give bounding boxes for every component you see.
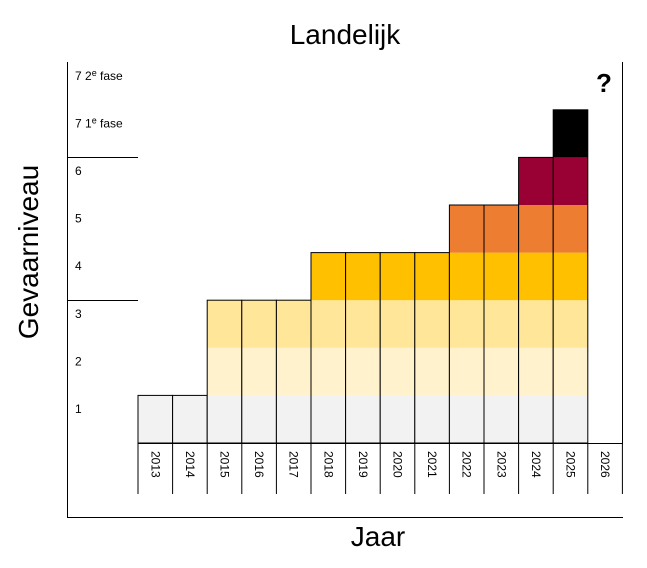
heat-cell: [311, 300, 346, 348]
heat-cell: [449, 395, 484, 443]
heat-cell: [345, 347, 381, 396]
heat-cell: [241, 300, 277, 348]
heat-cell: [414, 300, 450, 348]
level-label: 4: [75, 259, 82, 273]
level-label: 5: [75, 212, 82, 226]
heat-cell: [380, 395, 415, 443]
question-mark-annotation: ?: [596, 68, 612, 98]
year-tick-label: 2021: [425, 451, 439, 478]
year-tick-label: 2019: [356, 451, 370, 478]
heat-cell: [311, 347, 346, 396]
heat-cell: [518, 205, 554, 253]
heat-cell: [553, 300, 588, 348]
heat-cell: [553, 347, 588, 396]
year-tick-label: 2020: [391, 451, 405, 478]
year-tick-label: 2016: [252, 451, 266, 478]
heat-cell: [276, 347, 311, 396]
heat-cell: [380, 252, 415, 301]
heat-cell: [553, 109, 588, 158]
level-label: 2: [75, 354, 82, 368]
heat-cell: [345, 252, 381, 301]
level-label: 7 2e fase: [75, 68, 123, 83]
chart-title: Landelijk: [290, 19, 402, 50]
heat-cell: [449, 252, 484, 301]
year-tick-label: 2013: [148, 451, 162, 478]
heat-cell: [207, 347, 242, 396]
year-tick-label: 2024: [529, 451, 543, 478]
heat-cell: [518, 347, 554, 396]
year-tick-label: 2018: [321, 451, 335, 478]
heat-cell: [484, 347, 519, 396]
heat-cell: [345, 395, 381, 443]
year-tick-label: 2015: [218, 451, 232, 478]
heat-cell: [241, 395, 277, 443]
y-axis-title: Gevaarniveau: [13, 165, 44, 339]
heat-cell: [207, 395, 242, 443]
heat-cell: [241, 347, 277, 396]
year-labels-layer: 2013 2014 2015 2016 2017 2018 2019 2020 2021 2022…: [137, 443, 623, 494]
heat-cell: [484, 300, 519, 348]
year-tick-label: 2023: [494, 451, 508, 478]
level-label: 6: [75, 164, 82, 178]
heat-cell: [276, 395, 311, 443]
heat-cell: [449, 300, 484, 348]
heat-cell: [484, 205, 519, 253]
year-tick-label: 2026: [598, 451, 612, 478]
year-tick-label: 2017: [287, 451, 301, 478]
level-label: 7 1e fase: [75, 115, 123, 130]
heat-cell: [484, 252, 519, 301]
heat-cell: [311, 252, 346, 301]
heat-cell: [276, 300, 311, 348]
heat-cell: [345, 300, 381, 348]
x-axis-title: Jaar: [351, 521, 405, 552]
heat-cell: [138, 395, 173, 443]
heat-cell: [449, 205, 484, 253]
heat-cell: [207, 300, 242, 348]
heat-cell: [484, 395, 519, 443]
heat-cell: [414, 252, 450, 301]
level-label: 1: [75, 402, 82, 416]
cells-layer: [137, 109, 589, 444]
heat-cell: [518, 157, 554, 205]
year-tick-label: 2025: [564, 451, 578, 478]
heat-cell: [553, 395, 588, 443]
year-tick-label: 2022: [460, 451, 474, 478]
level-label: 3: [75, 307, 82, 321]
heat-cell: [518, 395, 554, 443]
heat-cell: [518, 300, 554, 348]
heat-cell: [414, 347, 450, 396]
heat-cell: [518, 252, 554, 301]
heat-cell: [380, 347, 415, 396]
heat-cell: [414, 395, 450, 443]
heat-cell: [553, 252, 588, 301]
heat-cell: [172, 395, 208, 443]
year-tick-label: 2014: [183, 451, 197, 478]
heat-cell: [311, 395, 346, 443]
level-labels-layer: 1 2 3 4 5 6 7 1e fase 7 2e fase: [75, 68, 123, 416]
heat-cell: [449, 347, 484, 396]
heat-cell: [380, 300, 415, 348]
heat-cell: [553, 157, 588, 205]
heat-cell: [553, 205, 588, 253]
